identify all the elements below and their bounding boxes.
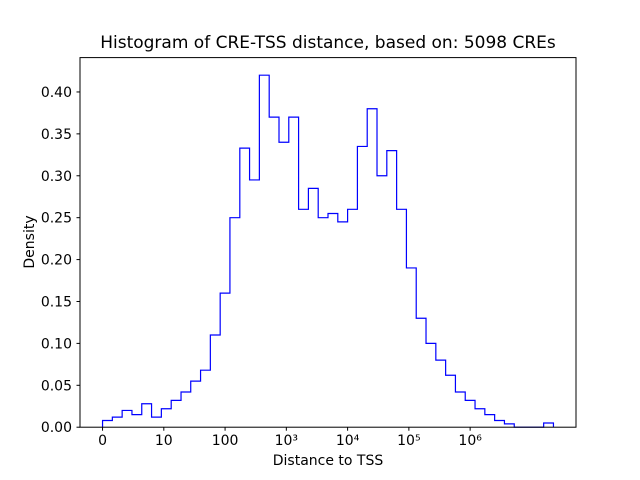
histogram-step-line [101,74,555,428]
y-tick-label: 0.40 [41,85,72,101]
y-tick-label: 0.25 [41,211,72,227]
y-tick-label: 0.15 [41,294,72,310]
y-tick-label: 0.20 [41,253,72,269]
x-tick-label: 10⁴ [336,433,360,449]
x-tick-label: 10 [155,433,173,449]
y-tick-label: 0.35 [41,127,72,143]
x-axis-label: Distance to TSS [272,453,384,469]
y-tick-label: 0.10 [41,336,72,352]
y-tick-label: 0.30 [41,169,72,185]
x-tick-label: 0 [98,433,107,449]
x-tick-label: 10³ [275,433,298,449]
chart-title: Histogram of CRE-TSS distance, based on:… [100,33,556,53]
axes-frame [79,57,577,428]
x-tick-label: 10⁵ [397,433,420,449]
y-axis-label: Density [22,215,38,269]
y-tick-label: 0.00 [41,420,72,436]
x-tick-label: 10⁶ [458,433,482,449]
x-tick-label: 100 [212,433,239,449]
y-tick-label: 0.05 [41,378,72,394]
